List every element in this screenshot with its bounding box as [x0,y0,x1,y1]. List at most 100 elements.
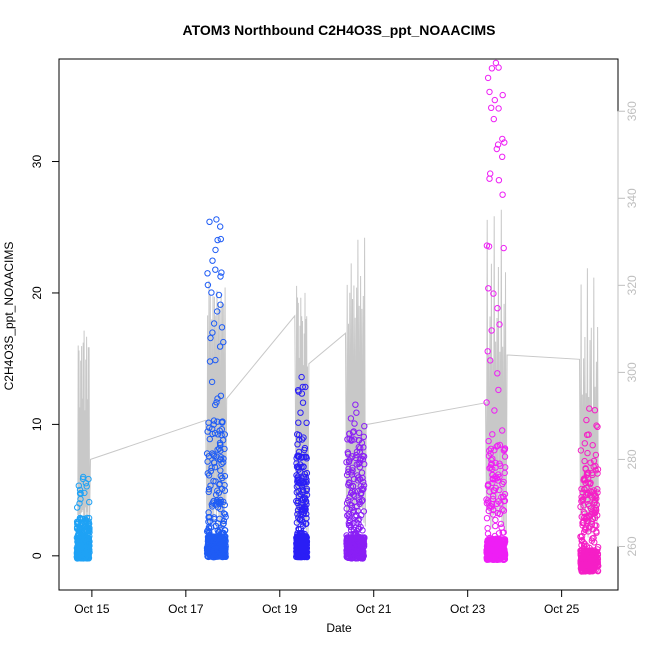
data-point [303,514,310,522]
data-point [221,548,229,555]
data-point [343,500,351,507]
data-point [495,177,503,184]
data-point [303,479,310,486]
data-point [210,541,217,548]
data-point [204,458,211,465]
data-point [294,431,301,438]
data-point [218,324,226,331]
data-point [358,489,365,497]
data-point [218,460,225,467]
data-point [204,281,212,289]
data-point-max [586,405,593,412]
data-point-max [80,473,87,481]
data-point [295,419,302,426]
data-point [221,445,228,453]
data-point [303,419,310,426]
data-point [295,448,303,456]
data-point [593,422,600,429]
data-point [207,524,215,531]
data-point [76,486,84,494]
x-tick-label: Oct 15 [74,602,110,616]
data-point [217,273,224,280]
data-point [208,289,215,296]
data-point [300,473,308,480]
data-point [493,145,500,153]
data-point-max [352,401,359,408]
data-point [349,429,357,436]
data-point [359,452,366,459]
data-point [590,491,598,498]
data-point [346,514,353,521]
data-point [210,451,217,458]
data-point [79,536,86,543]
scatter-points [73,59,602,575]
data-point [299,436,306,443]
data-point [358,536,365,543]
data-point [499,135,506,143]
data-point [486,175,493,182]
data-point [494,370,501,377]
data-point [293,483,301,490]
data-point [205,488,212,496]
data-point [493,500,500,507]
data-point [491,96,498,104]
data-point [217,536,225,543]
y-left-tick-label: 10 [30,417,44,431]
data-point [214,548,222,555]
data-point [581,477,589,484]
data-point [489,479,496,486]
data-point [494,141,502,148]
data-point [493,475,501,482]
data-point [298,463,305,471]
data-point [298,390,306,397]
data-point [301,444,309,452]
data-point [216,343,224,350]
data-point [76,500,83,507]
data-point [297,409,304,416]
data-point [301,538,308,545]
data-point [206,538,214,545]
data-point [79,515,87,523]
data-point [219,552,227,559]
data-point [356,459,363,466]
data-point [82,541,89,548]
data-point [294,511,301,518]
data-point [500,244,507,252]
data-point [489,511,497,518]
y-left-axis: 0 10 20 30 [30,155,60,559]
data-point [486,88,493,96]
data-point [86,498,93,506]
data-point [217,223,224,230]
data-point [344,450,352,458]
data-point-max [213,216,220,223]
data-point [303,485,311,493]
data-point [302,540,309,547]
data-point [220,338,227,346]
data-point [293,497,300,505]
data-point [355,525,363,532]
data-point [73,524,81,531]
data-point [222,513,229,521]
data-point [487,464,494,471]
data-point [584,518,592,525]
data-point [487,357,494,364]
data-point [218,485,226,492]
data-point [490,290,497,297]
data-point [591,499,599,506]
data-point [488,65,496,72]
data-point [303,455,310,462]
data-point [214,236,221,244]
data-point [358,511,365,519]
data-point [211,464,219,471]
y-axis-label: C2H4O3S_ppt_NOAACIMS [2,242,16,391]
data-point [78,554,85,562]
data-point [206,358,214,365]
data-point [490,115,497,123]
data-point [346,493,353,501]
data-point [217,301,224,308]
data-point [208,378,216,386]
data-point [205,486,213,493]
data-point [77,495,84,503]
data-point [221,501,229,509]
y-right-tick-label: 280 [625,449,639,469]
